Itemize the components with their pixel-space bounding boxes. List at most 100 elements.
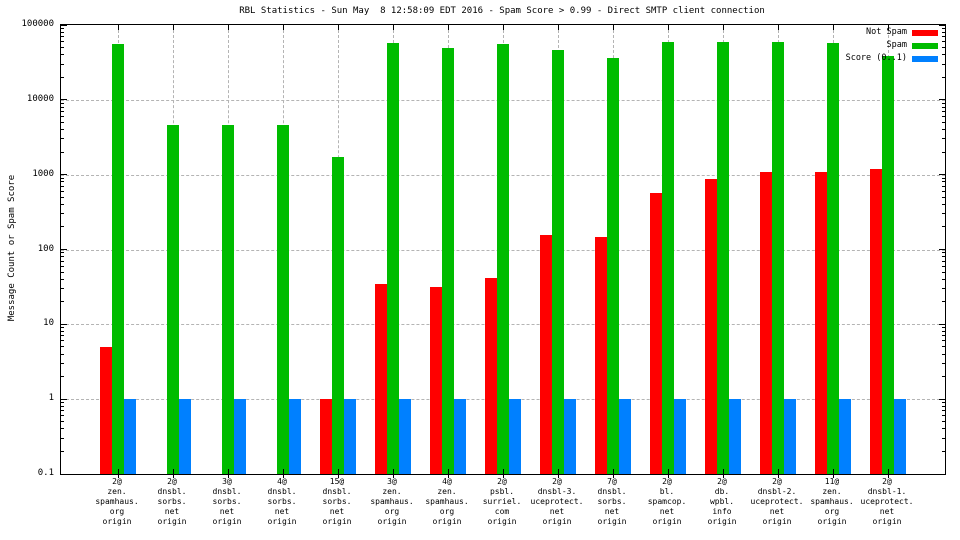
x-tick-label-line: org (384, 507, 400, 516)
plot-area (60, 24, 946, 478)
bar-notspam (760, 171, 772, 474)
x-tick (722, 469, 724, 478)
y-minor-tick (942, 437, 945, 439)
y-minor-tick (942, 110, 945, 112)
legend-swatch (912, 55, 938, 62)
y-minor-tick (61, 47, 64, 49)
bar-score (344, 399, 356, 474)
x-tick-label-line: zen. (437, 487, 457, 496)
x-tick (612, 469, 614, 478)
x-tick-label: 2@ psbl. surriel. com origin (454, 477, 550, 527)
y-minor-tick (61, 110, 64, 112)
y-minor-tick (61, 190, 64, 192)
y-minor-tick (942, 102, 945, 104)
y-minor-tick (61, 121, 64, 123)
x-tick-label-line: 2@ (167, 477, 177, 486)
legend: Not Spam Spam Score (0..1) (846, 26, 938, 65)
x-tick-label-line: dnsbl. (597, 487, 627, 496)
x-tick-label-line: 2@ (662, 477, 672, 486)
y-minor-tick (942, 260, 945, 262)
bar-spam (662, 41, 674, 474)
x-tick-label-line: 2@ (497, 477, 507, 486)
x-tick (887, 469, 889, 478)
y-minor-tick (942, 185, 945, 187)
y-minor-tick (61, 405, 64, 407)
y-major-tick (939, 473, 945, 475)
y-minor-tick (942, 335, 945, 337)
y-major-tick (61, 473, 67, 475)
bar-notspam (485, 277, 497, 474)
x-tick-label-line: origin (322, 517, 352, 526)
y-minor-tick (942, 177, 945, 179)
x-tick (502, 25, 504, 30)
y-major-tick (939, 323, 945, 325)
y-minor-tick (942, 226, 945, 228)
y-minor-tick (942, 327, 945, 329)
legend-label: Score (0..1) (845, 53, 907, 63)
x-tick-label-line: origin (817, 517, 847, 526)
x-tick-label-line: sorbs. (267, 497, 297, 506)
bar-score (564, 399, 576, 474)
x-tick-label-line: origin (707, 517, 737, 526)
y-minor-tick (942, 36, 945, 38)
bar-spam (442, 47, 454, 474)
x-tick-label-line: origin (432, 517, 462, 526)
y-minor-tick (61, 31, 64, 33)
bar-notspam (595, 237, 607, 474)
bar-spam (167, 125, 179, 474)
y-minor-tick (942, 271, 945, 273)
x-tick-label-line: origin (872, 517, 902, 526)
y-minor-tick (61, 36, 64, 38)
y-minor-tick (61, 41, 64, 43)
y-minor-tick (61, 362, 64, 364)
x-tick-label-line: uceprotect. (530, 497, 584, 506)
y-minor-tick (942, 265, 945, 267)
legend-label: Spam (886, 40, 907, 50)
y-minor-tick (61, 346, 64, 348)
y-minor-tick (61, 271, 64, 273)
y-minor-tick (942, 331, 945, 333)
x-tick-label-line: net (549, 507, 565, 516)
x-tick-label-line: origin (267, 517, 297, 526)
bar-notspam (430, 286, 442, 474)
bar-score (894, 399, 906, 474)
y-minor-tick (942, 353, 945, 355)
y-minor-tick (61, 288, 64, 290)
y-minor-tick (61, 331, 64, 333)
y-minor-tick (61, 196, 64, 198)
y-minor-tick (61, 151, 64, 153)
x-tick-label: 3@ dnsbl. sorbs. net origin (179, 477, 275, 527)
y-major-tick (939, 398, 945, 400)
x-tick-label: 7@ dnsbl. sorbs. net origin (564, 477, 660, 527)
x-tick-label: 2@ dnsbl. sorbs. net origin (124, 477, 220, 527)
x-tick-label-line: 3@ (222, 477, 232, 486)
x-tick-label-line: db. (714, 487, 730, 496)
x-tick (777, 469, 779, 478)
y-major-tick (61, 398, 67, 400)
x-tick-label-line: sorbs. (212, 497, 242, 506)
x-tick-label-line: spamhaus. (425, 497, 469, 506)
x-tick-label-line: net (879, 507, 895, 516)
bar-score (234, 399, 246, 474)
x-tick (392, 469, 394, 478)
y-minor-tick (942, 129, 945, 131)
y-minor-tick (61, 265, 64, 267)
x-tick-label-line: org (824, 507, 840, 516)
y-minor-tick (942, 121, 945, 123)
x-tick-label-line: spamcop. (647, 497, 687, 506)
y-minor-tick (942, 181, 945, 183)
x-tick-label-line: spamhaus. (95, 497, 139, 506)
y-minor-tick (61, 76, 64, 78)
y-minor-tick (942, 288, 945, 290)
y-minor-tick (61, 177, 64, 179)
bar-notspam (705, 179, 717, 474)
x-tick (447, 469, 449, 478)
x-tick-label-line: dnsbl-1. (867, 487, 907, 496)
y-minor-tick (61, 54, 64, 56)
x-tick (282, 25, 284, 30)
x-tick-label-line: net (219, 507, 235, 516)
legend-row: Score (0..1) (846, 52, 938, 65)
y-minor-tick (942, 256, 945, 258)
x-tick-label-line: origin (157, 517, 187, 526)
